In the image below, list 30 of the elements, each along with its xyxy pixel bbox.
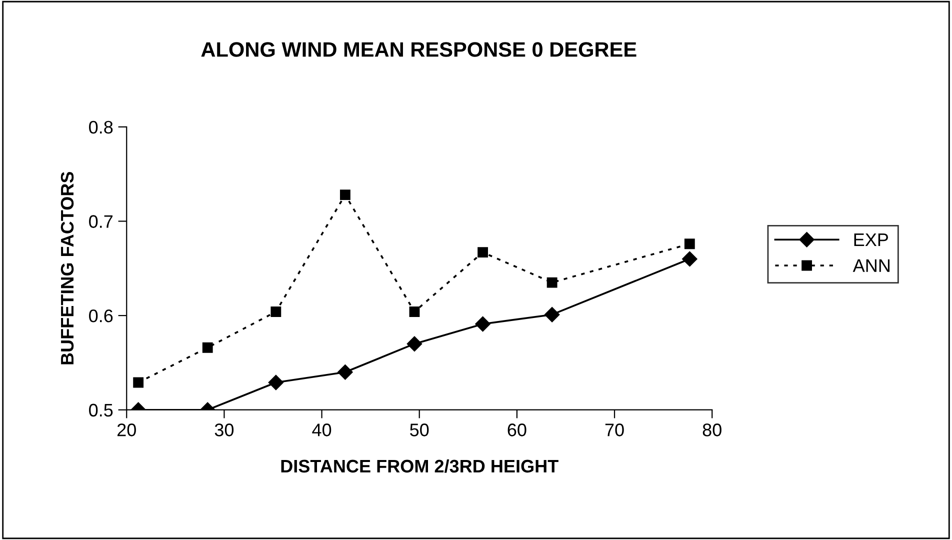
point [268,374,284,390]
point [338,364,353,380]
x-tick-label: 60 [508,424,526,436]
y-tick-label: 0.8 [89,120,113,134]
point [475,316,490,332]
chart-title: ALONG WIND MEAN RESPONSE 0 DEGREE [201,42,636,57]
x-tick-label: 30 [214,424,234,436]
y-tick-label: 0.6 [89,309,113,322]
x-tick-label: 80 [702,424,722,436]
point [133,377,144,388]
point [409,306,420,317]
legend-label: ANN [852,259,890,272]
y-tick-label: 0.7 [89,215,113,228]
x-axis-title: DISTANCE FROM 2/3RD HEIGHT [281,459,558,473]
point [340,190,350,200]
x-tick-label: 50 [410,424,429,436]
x-tick-label: 70 [605,424,624,436]
point [546,277,558,288]
point [544,307,560,322]
y-axis-title: BUFFETING FACTORS [60,172,74,364]
point [202,342,213,353]
y-tick-label: 0.5 [89,404,113,417]
x-tick-label: 20 [117,424,136,436]
legend-label: EXP [854,234,888,246]
point [682,251,698,267]
point [406,336,422,352]
x-tick-label: 40 [312,424,332,436]
point [478,247,488,258]
point [684,238,695,250]
point [270,306,282,317]
